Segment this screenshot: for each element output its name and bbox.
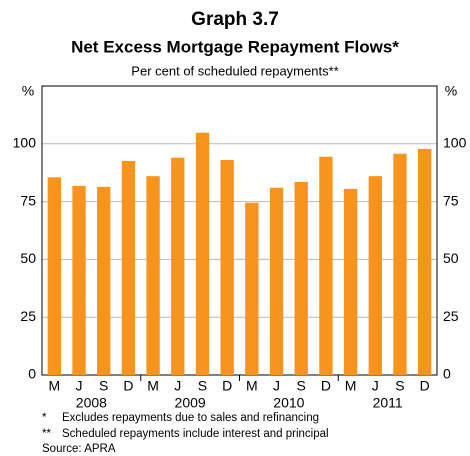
x-tick-label: D xyxy=(321,378,331,394)
y-unit-right: % xyxy=(445,83,457,99)
x-tick-label: S xyxy=(198,378,207,394)
source: Source: APRA xyxy=(42,443,116,455)
chart-title: Graph 3.7 xyxy=(191,9,279,30)
note-mark: ** xyxy=(42,428,51,440)
bar xyxy=(393,153,407,375)
x-tick-label: J xyxy=(174,378,181,394)
y-axis-title: Per cent of scheduled repayments** xyxy=(131,63,338,78)
x-tick-label: S xyxy=(395,378,404,394)
x-tick-label: S xyxy=(99,378,108,394)
bar xyxy=(343,188,358,375)
y-tick-label: 50 xyxy=(20,250,36,266)
y-tick-label: 75 xyxy=(20,192,36,208)
x-group-label: 2008 xyxy=(76,395,107,411)
bar xyxy=(47,177,62,375)
x-tick-label: D xyxy=(222,378,232,394)
y-tick-label-right: 0 xyxy=(443,366,451,382)
x-tick-label: M xyxy=(246,378,258,394)
chart-subtitle: Net Excess Mortgage Repayment Flows* xyxy=(71,37,399,56)
x-tick-label: J xyxy=(372,378,379,394)
bar xyxy=(368,176,382,375)
bar xyxy=(245,202,259,375)
y-unit-left: % xyxy=(22,83,34,99)
y-tick-label: 100 xyxy=(13,135,37,151)
x-tick-label: J xyxy=(76,378,83,394)
bar xyxy=(72,185,86,375)
note-text: Scheduled repayments include interest an… xyxy=(62,428,329,440)
bar xyxy=(220,159,234,375)
y-tick-label-right: 75 xyxy=(443,192,459,208)
bar xyxy=(171,157,185,375)
x-tick-label: M xyxy=(345,378,357,394)
x-tick-label: J xyxy=(273,378,280,394)
x-tick-label: S xyxy=(297,378,306,394)
bar xyxy=(319,156,333,375)
bar xyxy=(269,187,284,375)
bar xyxy=(97,186,111,375)
y-tick-label-right: 100 xyxy=(443,135,467,151)
y-tick-label-right: 50 xyxy=(443,250,459,266)
x-tick-label: M xyxy=(49,378,61,394)
x-group-label: 2009 xyxy=(175,395,206,411)
y-tick-label-right: 25 xyxy=(443,308,459,324)
note-text: Excludes repayments due to sales and ref… xyxy=(62,412,319,424)
y-tick-label: 0 xyxy=(28,366,36,382)
y-tick-label: 25 xyxy=(20,308,36,324)
x-tick-label: D xyxy=(123,378,133,394)
x-tick-label: M xyxy=(147,378,159,394)
note-mark: * xyxy=(42,412,47,424)
x-group-label: 2010 xyxy=(273,395,304,411)
bar xyxy=(294,181,308,375)
x-tick-label: D xyxy=(420,378,430,394)
bar xyxy=(417,148,432,375)
bar xyxy=(121,160,136,375)
x-group-label: 2011 xyxy=(373,395,403,411)
bar xyxy=(195,132,210,375)
bar xyxy=(146,176,160,375)
